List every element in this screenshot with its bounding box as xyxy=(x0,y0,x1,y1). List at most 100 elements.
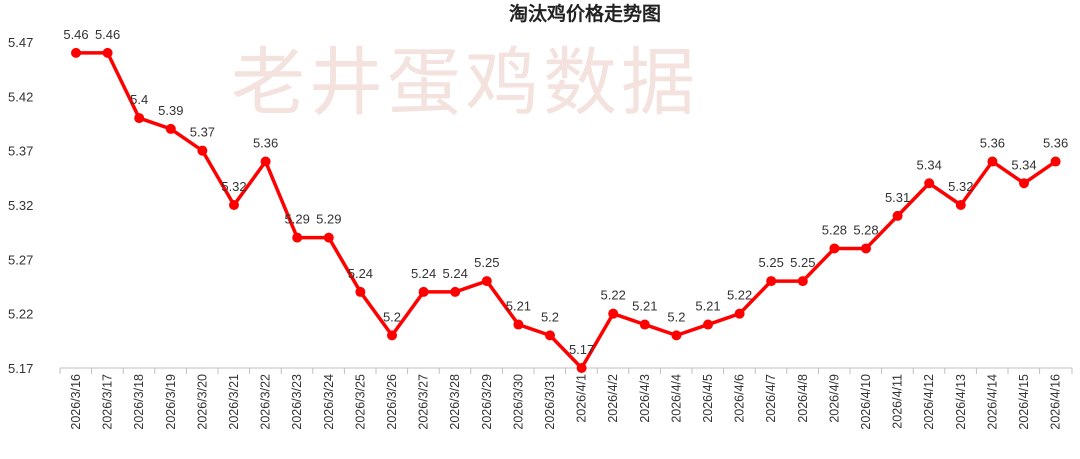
data-label: 5.36 xyxy=(1043,136,1068,151)
y-tick-label: 5.32 xyxy=(8,198,33,213)
x-tick-label: 2026/3/16 xyxy=(69,374,83,430)
x-tick-label: 2026/4/9 xyxy=(827,374,841,423)
x-tick-label: 2026/3/26 xyxy=(385,374,399,430)
data-point xyxy=(418,286,429,297)
data-label: 5.34 xyxy=(1011,157,1036,172)
data-label: 5.21 xyxy=(695,299,720,314)
y-tick-label: 5.47 xyxy=(8,35,33,50)
x-tick-label: 2026/4/8 xyxy=(796,374,810,423)
data-label: 5.39 xyxy=(158,103,183,118)
x-tick-label: 2026/4/15 xyxy=(1017,374,1031,430)
y-tick-label: 5.42 xyxy=(8,89,33,104)
data-label: 5.25 xyxy=(759,255,784,270)
x-tick-label: 2026/3/29 xyxy=(480,374,494,430)
y-tick-label: 5.27 xyxy=(8,252,33,267)
x-tick-label: 2026/4/12 xyxy=(922,374,936,430)
data-point xyxy=(71,47,81,58)
data-label: 5.24 xyxy=(443,266,468,281)
data-label: 5.46 xyxy=(95,27,120,42)
series-line xyxy=(76,51,1057,370)
data-label: 5.2 xyxy=(383,309,401,324)
x-tick-label: 2026/4/3 xyxy=(638,374,652,423)
data-point xyxy=(576,363,587,373)
x-tick-label: 2026/3/27 xyxy=(417,374,431,430)
data-label: 5.29 xyxy=(285,212,310,227)
data-point xyxy=(323,232,334,243)
y-tick-label: 5.37 xyxy=(8,144,33,159)
data-point xyxy=(924,178,935,189)
data-point xyxy=(829,243,840,254)
data-label: 5.22 xyxy=(601,288,626,303)
x-tick-label: 2026/4/2 xyxy=(606,374,620,423)
data-point xyxy=(102,47,113,58)
data-point xyxy=(450,286,461,297)
data-label: 5.24 xyxy=(411,266,436,281)
x-tick-label: 2026/3/20 xyxy=(195,374,209,430)
data-label: 5.22 xyxy=(727,288,752,303)
x-tick-label: 2026/4/4 xyxy=(669,374,683,423)
data-point xyxy=(260,156,271,167)
x-axis: 2026/3/16 2026/3/17 2026/3/18 2026/3/19 2026… xyxy=(59,367,1073,430)
x-tick-label: 2026/3/28 xyxy=(448,374,462,430)
data-point xyxy=(197,145,208,156)
data-label: 5.21 xyxy=(506,299,531,314)
data-point xyxy=(703,319,713,330)
x-tick-label: 2026/3/18 xyxy=(132,374,146,430)
data-label: 5.37 xyxy=(190,125,215,140)
data-label: 5.28 xyxy=(822,222,847,237)
data-point xyxy=(1050,156,1061,167)
data-label: 5.46 xyxy=(63,27,88,42)
data-point xyxy=(387,330,397,341)
data-point xyxy=(134,113,145,124)
data-point xyxy=(165,123,176,134)
x-tick-label: 2026/3/24 xyxy=(322,374,336,430)
data-point xyxy=(639,319,650,330)
data-label: 5.17 xyxy=(569,342,594,357)
data-label: 5.36 xyxy=(253,136,278,151)
data-point xyxy=(861,243,871,254)
price-series xyxy=(71,47,1061,373)
x-tick-label: 2026/4/11 xyxy=(891,374,905,429)
data-point xyxy=(229,200,239,210)
data-point xyxy=(1019,178,1029,189)
data-label: 5.32 xyxy=(221,179,246,194)
x-tick-label: 2026/3/21 xyxy=(227,374,241,430)
data-point xyxy=(892,210,903,221)
data-labels: 5.46 5.46 5.4 5.39 5.37 5.32 5.36 5.29 5.29 5.24 5… xyxy=(63,27,1068,357)
data-label: 5.29 xyxy=(316,212,341,227)
data-label: 5.31 xyxy=(885,190,910,205)
x-tick-label: 2026/4/7 xyxy=(764,374,778,423)
data-point xyxy=(545,330,555,341)
x-tick-label: 2026/3/19 xyxy=(164,374,178,430)
x-tick-label: 2026/4/6 xyxy=(733,374,747,423)
x-tick-label: 2026/3/30 xyxy=(511,374,525,430)
chart-title: 淘汰鸡价格走势图 xyxy=(509,2,661,25)
x-tick-label: 2026/4/16 xyxy=(1049,374,1063,430)
x-tick-label: 2026/4/14 xyxy=(985,374,999,430)
data-label: 5.25 xyxy=(474,255,499,270)
data-point xyxy=(766,276,777,287)
data-label: 5.36 xyxy=(980,136,1005,151)
data-label: 5.34 xyxy=(917,157,942,172)
data-label: 5.24 xyxy=(348,266,373,281)
x-tick-label: 2026/3/31 xyxy=(543,374,557,430)
watermark: 老井蛋鸡数据 xyxy=(231,40,699,126)
y-axis: 5.17 5.22 5.27 5.32 5.37 5.42 5.47 xyxy=(8,35,33,376)
data-label: 5.2 xyxy=(667,309,685,324)
data-point xyxy=(355,286,366,297)
x-tick-label: 2026/3/17 xyxy=(101,374,115,430)
x-tick-label: 2026/3/23 xyxy=(290,374,304,430)
data-label: 5.32 xyxy=(948,179,973,194)
data-point xyxy=(513,319,524,330)
x-tick-label: 2026/4/13 xyxy=(954,374,968,430)
data-point xyxy=(608,308,619,319)
data-point xyxy=(292,232,303,243)
x-tick-label: 2026/4/5 xyxy=(701,374,715,423)
data-label: 5.28 xyxy=(853,222,878,237)
y-tick-label: 5.17 xyxy=(8,361,33,376)
data-point xyxy=(955,200,966,210)
data-point xyxy=(481,276,492,287)
data-point xyxy=(797,276,808,287)
